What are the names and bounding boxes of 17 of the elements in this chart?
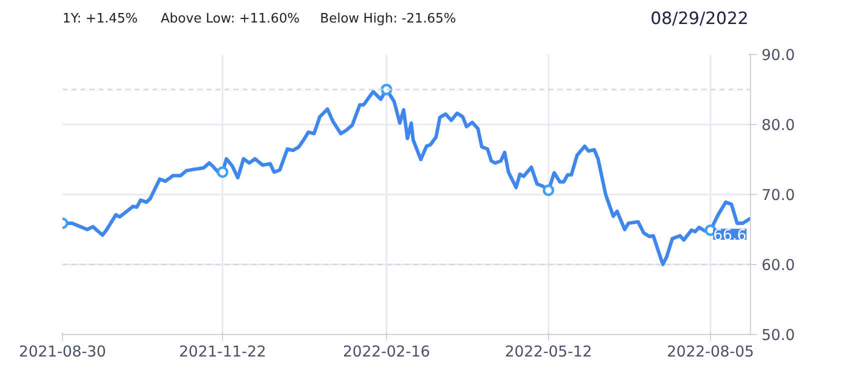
text: Above Low: +11.60% <box>160 12 300 27</box>
y-tick-label: 70.0 <box>762 186 795 204</box>
x-tick-label: 2022-02-16 <box>342 342 430 360</box>
text: Below High: -21.65% <box>320 12 456 27</box>
y-tick-label: 80.0 <box>762 116 795 134</box>
x-tick-label: 2021-08-30 <box>18 342 106 360</box>
x-tick-label: 2022-08-05 <box>666 342 754 360</box>
x-tick-label: 2022-05-12 <box>504 342 592 360</box>
text: 1Y: +1.45% <box>62 12 138 27</box>
y-tick-label: 60.0 <box>762 256 795 274</box>
chart-title: 08/29/2022 <box>650 9 748 30</box>
point <box>542 184 554 196</box>
y-tick-label: 90.0 <box>762 46 795 64</box>
point <box>216 166 228 178</box>
annotation: 66.6 <box>713 226 747 244</box>
x-tick-label: 2021-11-22 <box>179 342 266 360</box>
y-tick-label: 50.0 <box>762 326 795 344</box>
